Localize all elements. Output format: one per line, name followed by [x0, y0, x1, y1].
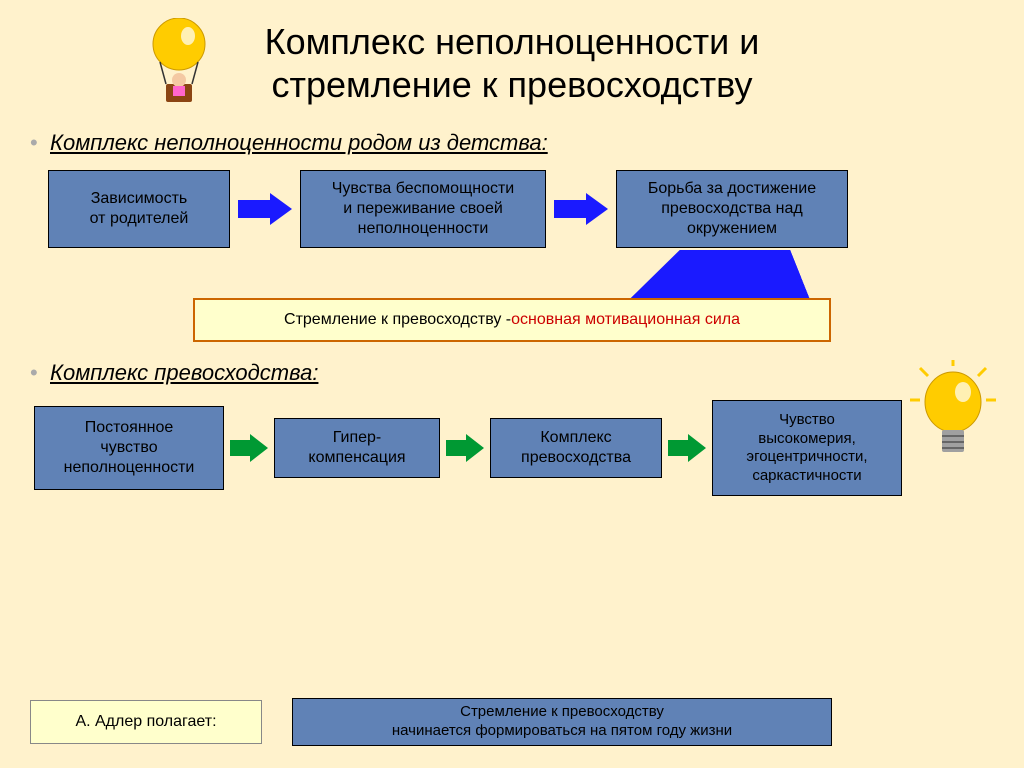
title-line-2: стремление к превосходству [271, 64, 752, 105]
arrow-right-icon [446, 434, 484, 462]
arrow-right-icon [668, 434, 706, 462]
yellow-prefix: Стремление к превосходству - [284, 310, 511, 330]
footer-row: А. Адлер полагает: Стремление к превосхо… [30, 698, 994, 746]
flow-row-1: Зависимость от родителей Чувства беспомо… [48, 170, 994, 248]
diagonal-arrow-icon [30, 254, 994, 302]
row1-box-1: Чувства беспомощности и переживание свое… [300, 170, 546, 248]
heading-1: Комплекс неполноценности родом из детств… [50, 130, 994, 156]
row2-box-2: Комплекс превосходства [490, 418, 662, 478]
row2-box-0: Постоянное чувство неполноценности [34, 406, 224, 490]
row2-box-1: Гипер- компенсация [274, 418, 440, 478]
slide: Комплекс неполноценности и стремление к … [0, 0, 1024, 768]
heading-2: Комплекс превосходства: [50, 360, 994, 386]
yellow-highlight: основная мотивационная сила [511, 310, 740, 330]
yellow-callout-box: Стремление к превосходству - основная мо… [193, 298, 831, 342]
flow-row-2: Постоянное чувство неполноценности Гипер… [34, 400, 994, 496]
arrow-right-icon [230, 434, 268, 462]
row2-box-3: Чувство высокомерия, эгоцентричности, са… [712, 400, 902, 496]
yellow-callout-row: Стремление к превосходству - основная мо… [30, 298, 994, 342]
arrow-right-icon [238, 193, 292, 225]
row1-box-0: Зависимость от родителей [48, 170, 230, 248]
title-line-1: Комплекс неполноценности и [265, 21, 760, 62]
footer-right-box: Стремление к превосходству начинается фо… [292, 698, 832, 746]
row1-box-2: Борьба за достижение превосходства над о… [616, 170, 848, 248]
arrow-right-icon [554, 193, 608, 225]
footer-left-callout: А. Адлер полагает: [30, 700, 262, 744]
balloon-lightbulb-icon [140, 18, 218, 119]
